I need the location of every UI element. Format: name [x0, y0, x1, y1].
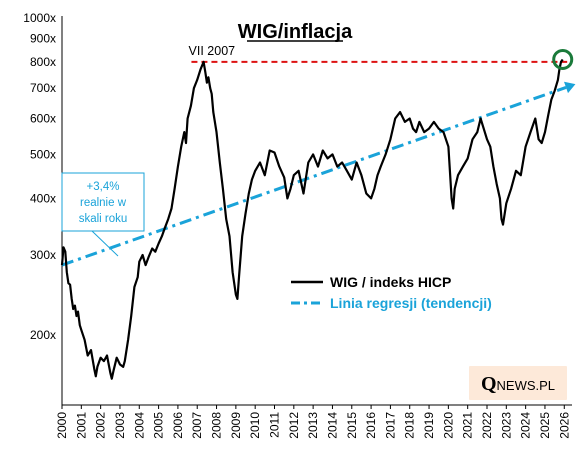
- callout-box: [61, 172, 145, 232]
- legend-label: WIG / indeks HICP: [330, 274, 451, 290]
- brand-initial: Q: [481, 373, 497, 395]
- x-tick-label: 2015: [345, 412, 359, 439]
- x-tick-label: 2022: [480, 412, 494, 439]
- x-tick-label: 2001: [74, 412, 88, 439]
- x-tick-label: 2004: [132, 412, 146, 439]
- x-tick-label: 2005: [152, 412, 166, 439]
- x-tick-label: 2023: [499, 412, 513, 439]
- y-tick-label: 300x: [30, 248, 56, 262]
- y-tick-label: 500x: [30, 147, 56, 161]
- callout-group: +3,4% realnie w skali roku: [61, 172, 145, 257]
- regression-line-group: [61, 81, 576, 267]
- brand-logo: QNEWS.PL: [469, 366, 567, 400]
- x-tick-label: 2026: [557, 412, 571, 439]
- x-tick-label: 2000: [55, 412, 69, 439]
- x-tick-label: 2009: [229, 412, 243, 439]
- peak-line-group: VII 2007: [189, 44, 568, 63]
- y-tick-label: 900x: [30, 32, 56, 46]
- brand-rest: NEWS.PL: [497, 378, 556, 393]
- regression-line: [61, 85, 567, 267]
- wig-series-line: [60, 58, 564, 380]
- x-tick-label: 2021: [461, 412, 475, 439]
- legend: WIG / indeks HICP Linia regresji (tendenc…: [291, 274, 492, 311]
- x-axis: 2000 2001 2002 2003 2004 2005 2006 2007 2008 2009…: [55, 404, 572, 439]
- brand-box: [469, 366, 567, 400]
- y-tick-label: 200x: [30, 328, 56, 342]
- callout-text-line: skali roku: [79, 213, 128, 225]
- x-tick-label: 2014: [325, 412, 339, 439]
- chart-title: WIG/inflacja: [238, 21, 353, 43]
- x-tick-label: 2024: [519, 412, 533, 439]
- wig-series-group: [60, 48, 574, 380]
- x-tick-label: 2006: [171, 412, 185, 439]
- x-tick-label: 2019: [422, 412, 436, 439]
- x-tick-label: 2008: [210, 412, 224, 439]
- x-tick-label: 2007: [190, 412, 204, 439]
- callout-text-line: realnie w: [80, 197, 127, 209]
- x-tick-label: 2016: [364, 412, 378, 439]
- y-tick-label: 400x: [30, 191, 56, 205]
- callout-pointer: [91, 230, 119, 257]
- legend-label: Linia regresji (tendencji): [330, 295, 492, 311]
- regression-arrowhead: [564, 81, 576, 94]
- y-tick-label: 800x: [30, 55, 56, 69]
- x-tick-label: 2020: [441, 412, 455, 439]
- y-tick-label: 700x: [30, 81, 56, 95]
- y-tick-label: 600x: [30, 112, 56, 126]
- x-tick-label: 2012: [287, 412, 301, 439]
- y-tick-label: 1000x: [23, 11, 56, 25]
- x-tick-label: 2003: [113, 412, 127, 439]
- x-tick-label: 2025: [538, 412, 552, 439]
- x-tick-label: 2011: [268, 412, 282, 438]
- x-tick-label: 2017: [383, 412, 397, 439]
- x-tick-label: 2013: [306, 412, 320, 439]
- brand-text: QNEWS.PL: [481, 373, 555, 395]
- x-tick-label: 2018: [403, 412, 417, 439]
- peak-label: VII 2007: [189, 44, 236, 58]
- callout-text-line: +3,4%: [87, 181, 120, 193]
- x-tick-label: 2010: [248, 412, 262, 439]
- latest-highlight-circle: [552, 48, 574, 70]
- x-tick-label: 2002: [94, 412, 108, 439]
- y-axis: 200x 300x 400x 500x 600x 700x 800x 900x 1000x: [23, 11, 63, 405]
